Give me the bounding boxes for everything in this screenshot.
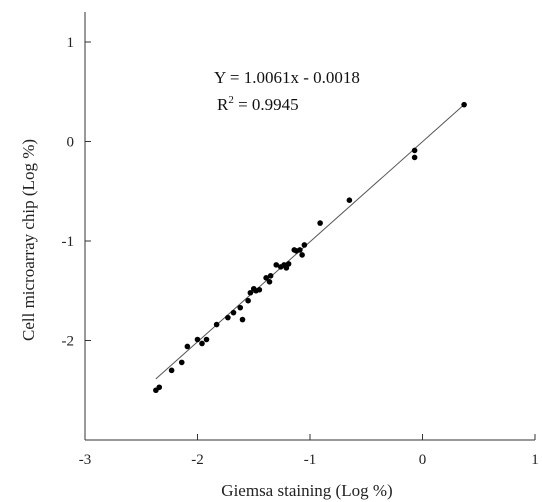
y-axis-title: Cell microarray chip (Log %) xyxy=(19,139,38,341)
x-tick-label: -1 xyxy=(304,452,317,468)
data-point xyxy=(266,278,273,285)
data-point xyxy=(245,297,251,304)
regression-equation: Y = 1.0061x - 0.0018 xyxy=(214,68,360,87)
regression-line-group xyxy=(155,104,465,380)
data-points xyxy=(153,101,467,394)
x-tick-label: 0 xyxy=(419,452,427,468)
data-point xyxy=(263,275,269,281)
data-point xyxy=(317,220,323,226)
data-point xyxy=(168,367,175,374)
r-squared-label: R2 = 0.9945 xyxy=(217,94,299,114)
data-point xyxy=(156,384,163,391)
x-ticks: -3 -2 -1 0 1 xyxy=(79,434,539,468)
data-point xyxy=(411,147,418,154)
y-tick-label: -2 xyxy=(62,334,75,350)
r-squared-value: = 0.9945 xyxy=(234,95,299,114)
data-point xyxy=(199,340,205,347)
data-point xyxy=(285,261,292,267)
data-point xyxy=(461,101,467,108)
x-axis-title: Giemsa staining (Log %) xyxy=(221,481,392,500)
data-point xyxy=(301,242,308,248)
data-point xyxy=(237,304,244,311)
data-point xyxy=(411,154,418,161)
x-tick-label: -2 xyxy=(191,452,204,468)
data-point xyxy=(297,247,303,253)
y-ticks: -2 -1 0 1 xyxy=(62,35,91,350)
data-point xyxy=(203,336,210,343)
data-point xyxy=(194,336,201,343)
data-point xyxy=(247,289,254,296)
y-tick-label: -1 xyxy=(62,234,75,250)
data-point xyxy=(256,286,263,293)
data-point xyxy=(213,321,220,328)
r-squared-prefix: R xyxy=(217,95,229,114)
x-tick-label: 1 xyxy=(531,452,539,468)
data-point xyxy=(267,273,274,279)
data-point xyxy=(273,262,280,268)
data-point xyxy=(178,359,185,366)
x-tick-label: -3 xyxy=(79,452,92,468)
y-tick-label: 0 xyxy=(67,135,75,151)
data-point xyxy=(239,316,246,323)
r-squared-superscript: 2 xyxy=(228,94,234,106)
data-point xyxy=(184,343,191,350)
regression-line xyxy=(155,104,465,380)
data-point xyxy=(299,252,305,258)
data-point xyxy=(230,309,237,316)
y-tick-label: 1 xyxy=(67,35,75,51)
data-point xyxy=(346,197,353,204)
data-point xyxy=(225,314,231,321)
